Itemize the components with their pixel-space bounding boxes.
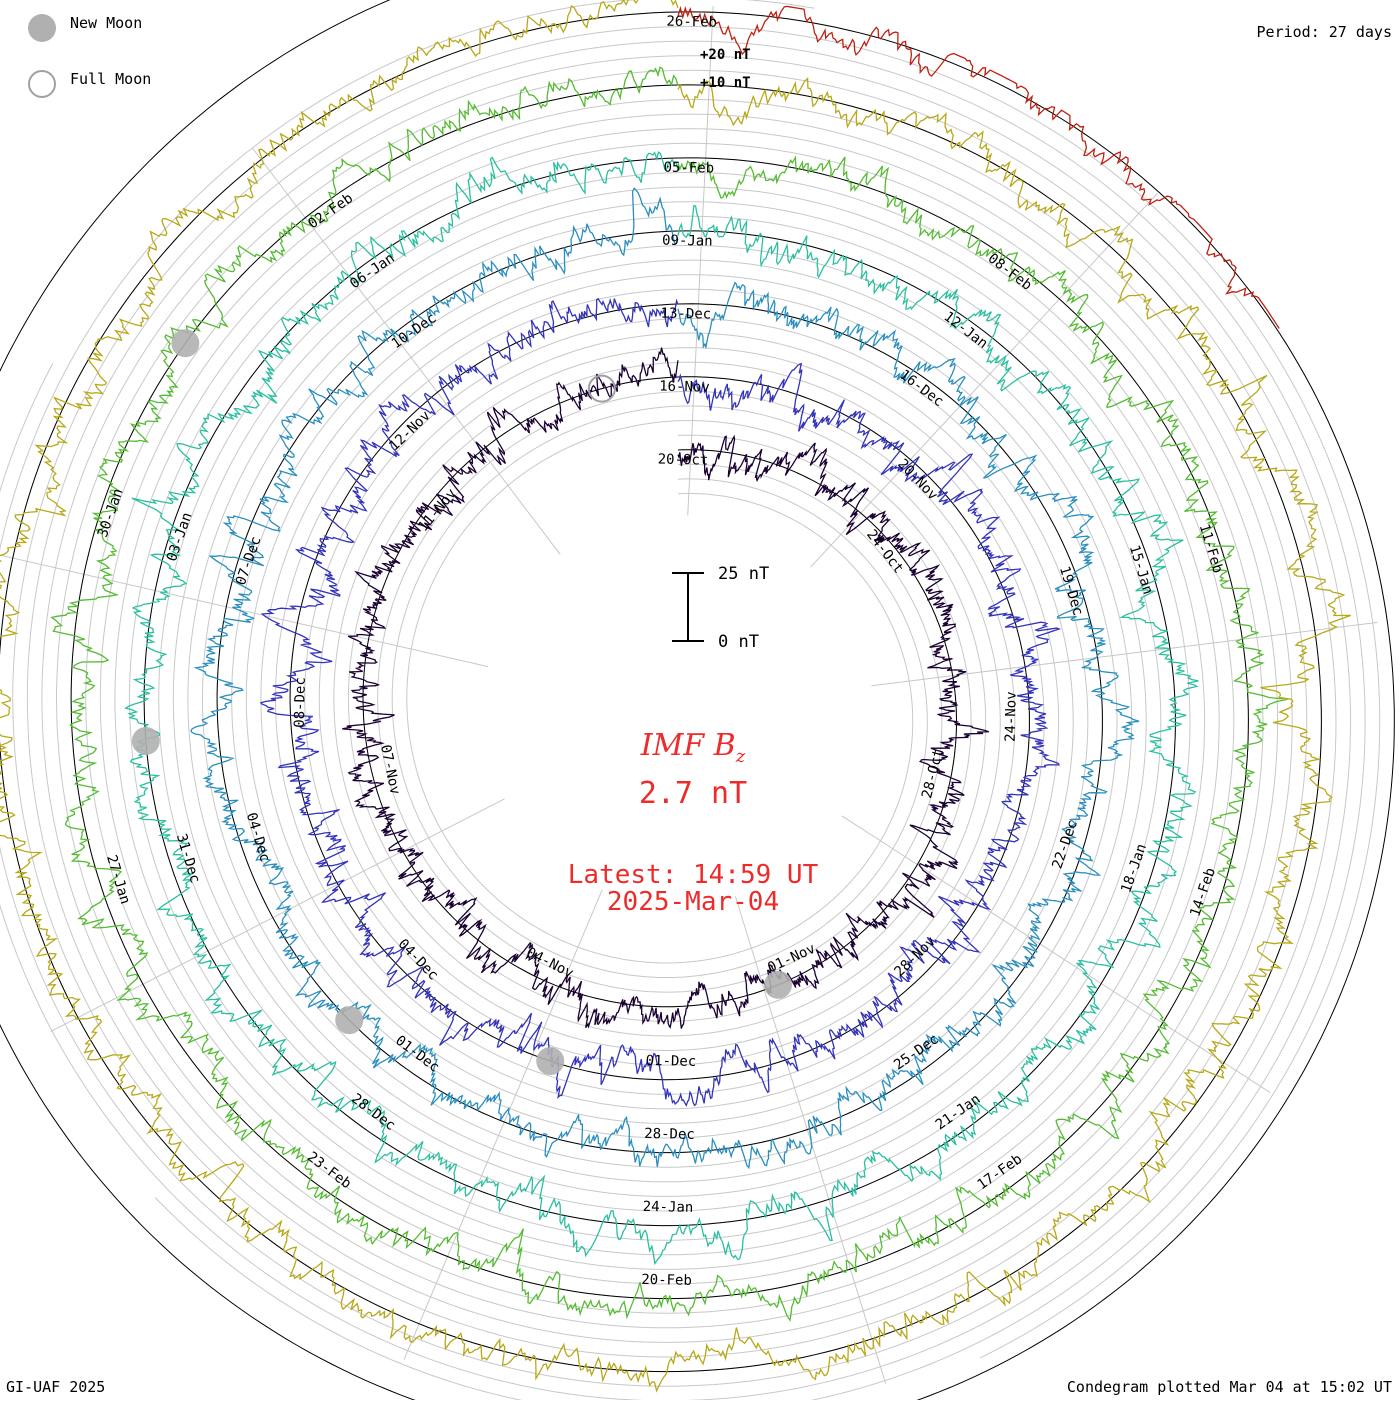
bz-trace — [0, 0, 1352, 1393]
gridline — [114, 128, 1206, 1256]
bz-trace — [50, 66, 1288, 1322]
gridline — [172, 186, 1147, 1197]
quantity-title: IMF Bz — [0, 728, 1386, 767]
day-spoke — [403, 889, 603, 1360]
day-spoke — [687, 5, 714, 516]
footer-plot-time: Condegram plotted Mar 04 at 15:02 UT — [1066, 1378, 1392, 1396]
gridline — [0, 55, 1352, 1402]
date-label: 09-Jan — [662, 233, 713, 250]
date-labels: 20-Oct24-Oct28-Oct01-Nov04-Nov07-Nov11-N… — [95, 14, 1226, 1289]
day-spoke — [841, 815, 1271, 1093]
zero-reference-ring — [70, 84, 1249, 1300]
gridline — [41, 55, 1279, 1329]
day-spokes — [0, 5, 1378, 1384]
scale-bar-top-label: 25 nT — [718, 564, 770, 584]
gridline — [406, 420, 914, 964]
date-label: 20-Feb — [641, 1272, 692, 1289]
date-label: 12-Nov — [386, 408, 434, 455]
full-moon-marker — [587, 374, 616, 403]
quantity-subscript: z — [735, 746, 746, 767]
gridline — [55, 69, 1264, 1314]
gridline — [231, 245, 1089, 1139]
current-value: 2.7 nT — [638, 776, 748, 811]
gridline — [26, 40, 1293, 1343]
bz-trace — [259, 297, 1062, 1107]
quantity-name: IMF B — [640, 728, 736, 763]
bz-trace — [190, 187, 1140, 1170]
gridline — [377, 391, 943, 993]
date-label: 17-Feb — [975, 1151, 1026, 1193]
gridline — [85, 99, 1235, 1285]
ring-scale-label-20: +20 nT — [700, 47, 751, 63]
zero-reference-ring — [143, 157, 1176, 1227]
day-spoke — [251, 147, 561, 555]
new-moon-icon — [28, 14, 56, 42]
new-moon-marker — [764, 970, 793, 999]
date-label: 04-Dec — [243, 811, 273, 864]
ring-scale-label-10: +10 nT — [700, 75, 751, 91]
gridline — [260, 274, 1060, 1110]
gridline — [202, 215, 1118, 1168]
moon-markers — [131, 329, 793, 1076]
legend-full-moon-label: Full Moon — [70, 70, 152, 88]
scale-bar-bottom-label: 0 nT — [718, 632, 759, 652]
date-label: 04-Nov — [524, 945, 576, 982]
gridline — [275, 288, 1045, 1095]
gridline — [347, 361, 972, 1022]
gridline — [677, 25, 1381, 1359]
date-label: 25-Dec — [891, 1031, 942, 1073]
gridline — [318, 332, 1001, 1051]
period-label: Period: 27 days — [1256, 23, 1392, 41]
bz-trace — [342, 347, 989, 1029]
scale-bar — [672, 572, 704, 642]
date-label: 24-Jan — [643, 1199, 694, 1216]
date-label: 05-Feb — [663, 160, 714, 177]
gridline — [745, 0, 815, 9]
date-label: 20-Oct — [658, 452, 709, 469]
zero-reference-ring — [216, 230, 1103, 1154]
day-spoke — [810, 192, 1158, 568]
new-moon-marker — [335, 1006, 364, 1035]
date-label: 24-Nov — [1003, 691, 1020, 742]
full-moon-icon — [28, 70, 56, 98]
gridline — [391, 405, 928, 978]
gridline — [128, 142, 1191, 1241]
new-moon-marker — [171, 329, 200, 358]
bz-trace — [677, 5, 1280, 329]
footer-credit: GI-UAF 2025 — [6, 1378, 106, 1396]
latest-time: Latest: 14:59 UT — [567, 860, 819, 890]
gridline — [154, 40, 1366, 1404]
date-label: 13-Dec — [660, 306, 711, 323]
gridline — [158, 172, 1162, 1212]
new-moon-marker — [536, 1047, 565, 1076]
bz-traces — [0, 0, 1352, 1393]
date-label: 28-Dec — [348, 1091, 398, 1134]
bz-trace — [124, 150, 1199, 1266]
gridline — [187, 201, 1133, 1183]
latest-date: 2025-Mar-04 — [606, 887, 780, 917]
date-label: 20-Nov — [894, 456, 941, 504]
gridline — [333, 347, 987, 1037]
date-label: 26-Feb — [666, 14, 717, 31]
gridline — [0, 0, 1337, 1387]
zero-reference-ring — [289, 303, 1030, 1081]
date-label: 08-Dec — [292, 677, 309, 728]
day-spoke — [871, 621, 1378, 687]
legend-new-moon-label: New Moon — [70, 14, 143, 32]
date-label: 16-Nov — [659, 379, 710, 396]
zero-reference-ring — [0, 11, 1322, 1373]
gridline — [245, 259, 1074, 1125]
gridline — [12, 26, 1308, 1358]
date-label: 01-Dec — [646, 1053, 697, 1070]
gridline — [99, 113, 1220, 1270]
gridline — [304, 318, 1016, 1066]
date-label: 28-Dec — [644, 1126, 695, 1143]
new-moon-marker — [131, 726, 160, 755]
